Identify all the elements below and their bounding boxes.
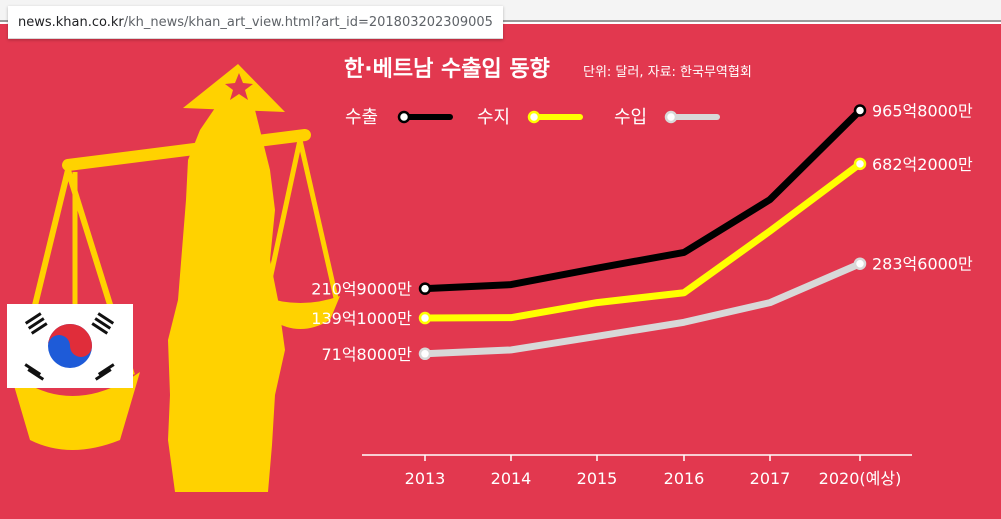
x-tick-label: 2016 [664,469,705,488]
start-label-import: 71억8000만 [321,345,412,364]
legend-label-import: 수입 [614,107,647,128]
data-point-balance [418,311,432,325]
legend-marker-import [664,110,678,124]
legend-label-export: 수출 [345,107,378,128]
url-tooltip[interactable]: news.khan.co.kr/kh_news/khan_art_view.ht… [8,6,503,39]
legend-marker-export [397,110,411,124]
figure-body [168,108,285,492]
chart-subtitle: 단위: 달러, 자료: 한국무역협회 [583,65,752,80]
data-labels: 71억8000만 283억6000만 139억1000만 682억2000만 210억9… [311,101,973,363]
legend: 수출 수지 수입 [345,107,720,128]
x-tick-label: 2017 [750,469,791,488]
x-tick-label: 2020(예상) [819,469,902,488]
x-ticks: 2013 2014 2015 2016 2017 2020(예상) [405,455,902,488]
series-line-export [421,106,864,293]
start-label-balance: 139억1000만 [311,309,412,328]
korean-flag [7,304,133,388]
x-tick-label: 2014 [491,469,532,488]
end-label-import: 283억6000만 [872,255,973,274]
right-basket [262,296,340,329]
data-point-export [418,282,432,295]
shoulder-pole [62,129,311,171]
legend-marker-balance [527,110,541,124]
end-label-balance: 682억2000만 [872,155,973,174]
data-point-export [853,104,867,117]
start-label-export: 210억9000만 [311,280,412,299]
legend-label-balance: 수지 [477,107,510,128]
x-tick-label: 2013 [405,469,446,488]
url-path: /kh_news/khan_art_view.html?art_id=20180… [123,14,493,30]
series-group [418,104,867,361]
series-line-import [421,260,864,358]
left-basket [10,372,140,450]
data-point-import [418,347,432,361]
url-host: news.khan.co.kr [18,14,124,30]
end-label-export: 965억8000만 [872,101,973,120]
vendor-illustration [10,64,340,492]
data-point-balance [853,157,867,171]
hat-star-icon [225,73,253,100]
data-point-import [853,257,867,270]
chart-title: 한·베트남 수출입 동향 [344,57,550,82]
x-tick-label: 2015 [577,469,618,488]
series-line-balance [421,160,864,322]
